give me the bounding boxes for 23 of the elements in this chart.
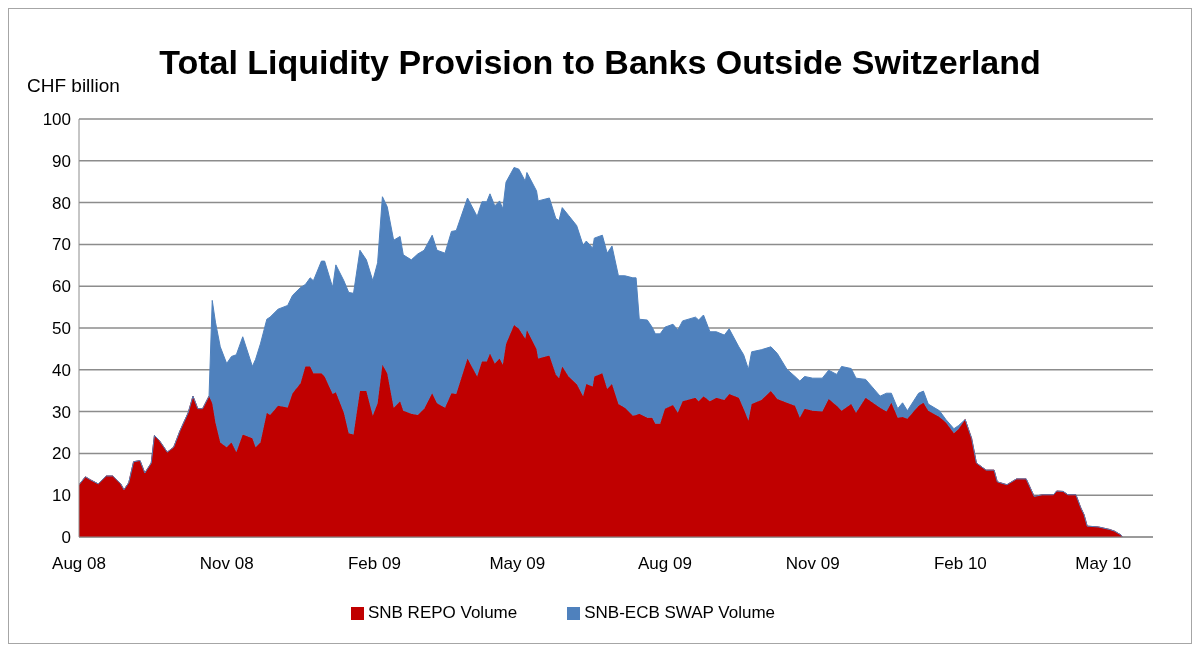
legend-label: SNB REPO Volume <box>367 603 518 622</box>
y-tick-label: 10 <box>52 486 71 506</box>
x-tick-label: Nov 08 <box>199 554 254 574</box>
y-tick-label: 90 <box>52 151 71 171</box>
y-tick-label: 50 <box>52 319 71 339</box>
legend-label: SNB-ECB SWAP Volume <box>584 603 776 622</box>
y-tick-label: 80 <box>52 193 71 213</box>
y-tick-label: 0 <box>61 528 71 548</box>
x-tick-label: May 09 <box>489 554 546 574</box>
y-tick-label: 40 <box>52 360 71 380</box>
y-tick-label: 60 <box>52 277 71 297</box>
x-tick-label: Feb 09 <box>347 554 401 574</box>
x-tick-label: May 10 <box>1075 554 1132 574</box>
y-tick-label: 20 <box>52 444 71 464</box>
y-axis-title: CHF billion <box>27 75 120 97</box>
x-tick-label: Nov 09 <box>785 554 840 574</box>
y-tick-label: 100 <box>42 110 71 130</box>
chart-title: Total Liquidity Provision to Banks Outside Switzerland <box>159 43 1041 81</box>
x-tick-label: Feb 10 <box>933 554 987 574</box>
y-tick-label: 30 <box>52 402 71 422</box>
x-tick-label: Aug 08 <box>52 554 106 574</box>
y-tick-label: 70 <box>52 235 71 255</box>
x-tick-label: Aug 09 <box>638 554 692 574</box>
